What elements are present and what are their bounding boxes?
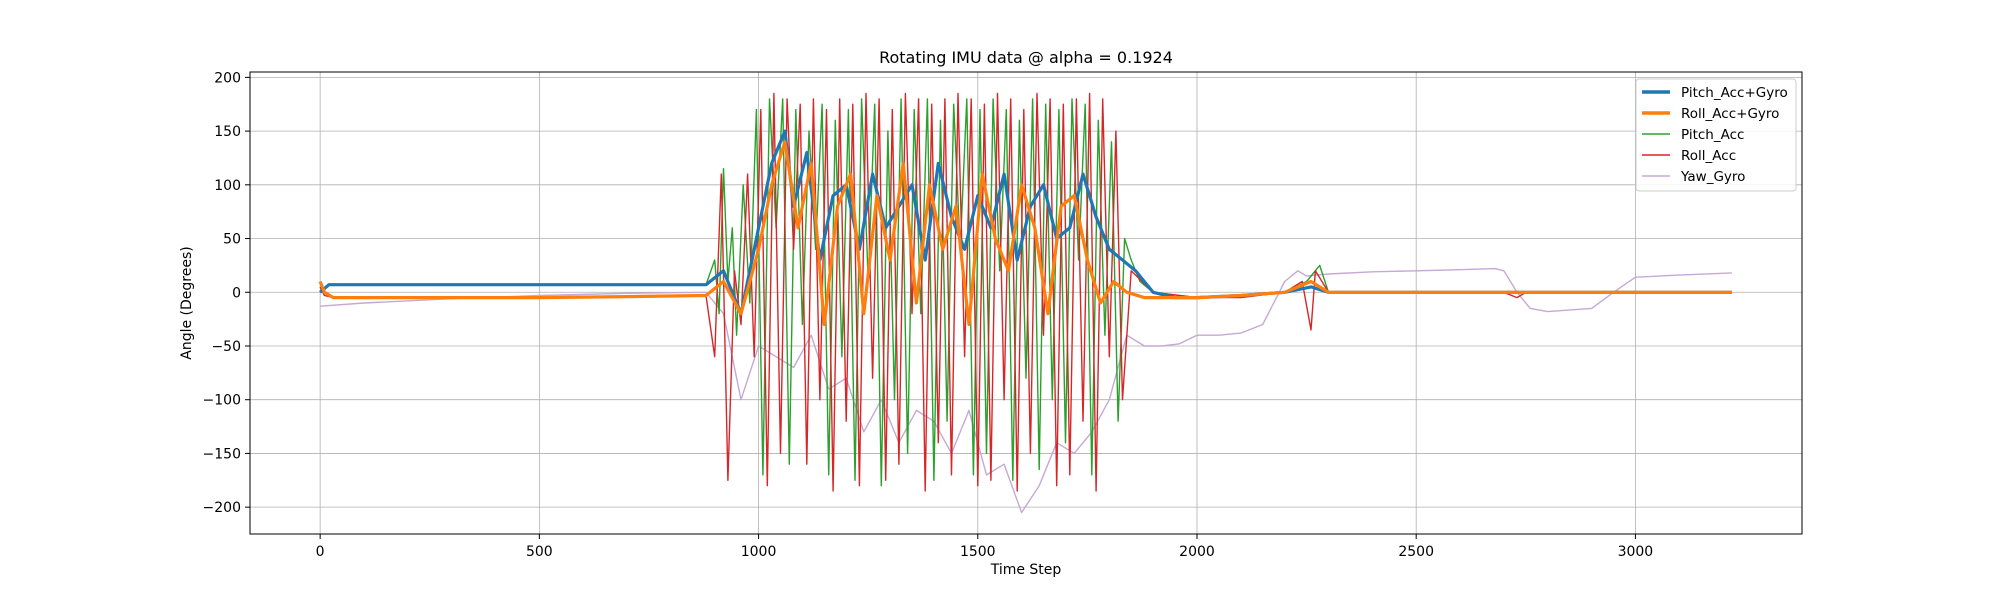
legend-box bbox=[1635, 78, 1797, 192]
y-tick-label: −50 bbox=[211, 339, 241, 355]
y-tick-label: 100 bbox=[214, 178, 241, 194]
legend: Pitch_Acc+Gyro Roll_Acc+Gyro Pitch_Acc Roll… bbox=[1635, 78, 1797, 192]
series-layer bbox=[318, 92, 1732, 514]
chart-title: Rotating IMU data @ alpha = 0.1924 bbox=[879, 48, 1173, 67]
legend-label: Yaw_Gyro bbox=[1680, 169, 1745, 185]
series-line-yaw-gyro bbox=[320, 267, 1732, 514]
grid-layer bbox=[250, 72, 1802, 534]
y-tick-label: 0 bbox=[232, 285, 241, 301]
x-tick-label: 1500 bbox=[960, 544, 996, 560]
legend-label: Pitch_Acc+Gyro bbox=[1681, 85, 1788, 101]
y-tick-label: −150 bbox=[203, 446, 241, 462]
series-line-roll-acc-gyro bbox=[318, 140, 1732, 327]
y-axis-label: Angle (Degrees) bbox=[179, 246, 195, 359]
y-tick-label: 150 bbox=[214, 124, 241, 140]
x-tick-label: 2500 bbox=[1398, 544, 1434, 560]
tick-layer: 0 500 1000 1500 2000 2500 3000 −200 −150 −100 −50 0… bbox=[203, 70, 1654, 560]
legend-label: Pitch_Acc bbox=[1681, 127, 1744, 143]
y-tick-label: −200 bbox=[203, 500, 241, 516]
x-tick-label: 0 bbox=[316, 544, 325, 560]
x-axis-label: Time Step bbox=[990, 562, 1062, 578]
x-tick-label: 1000 bbox=[741, 544, 777, 560]
plot-frame bbox=[249, 71, 1803, 535]
y-tick-label: 50 bbox=[223, 232, 241, 248]
x-tick-label: 500 bbox=[526, 544, 553, 560]
x-tick-label: 2000 bbox=[1179, 544, 1215, 560]
x-tick-label: 3000 bbox=[1618, 544, 1654, 560]
legend-label: Roll_Acc bbox=[1681, 148, 1736, 164]
legend-label: Roll_Acc+Gyro bbox=[1681, 106, 1779, 122]
y-tick-label: −100 bbox=[203, 393, 241, 409]
y-tick-label: 200 bbox=[214, 70, 241, 86]
